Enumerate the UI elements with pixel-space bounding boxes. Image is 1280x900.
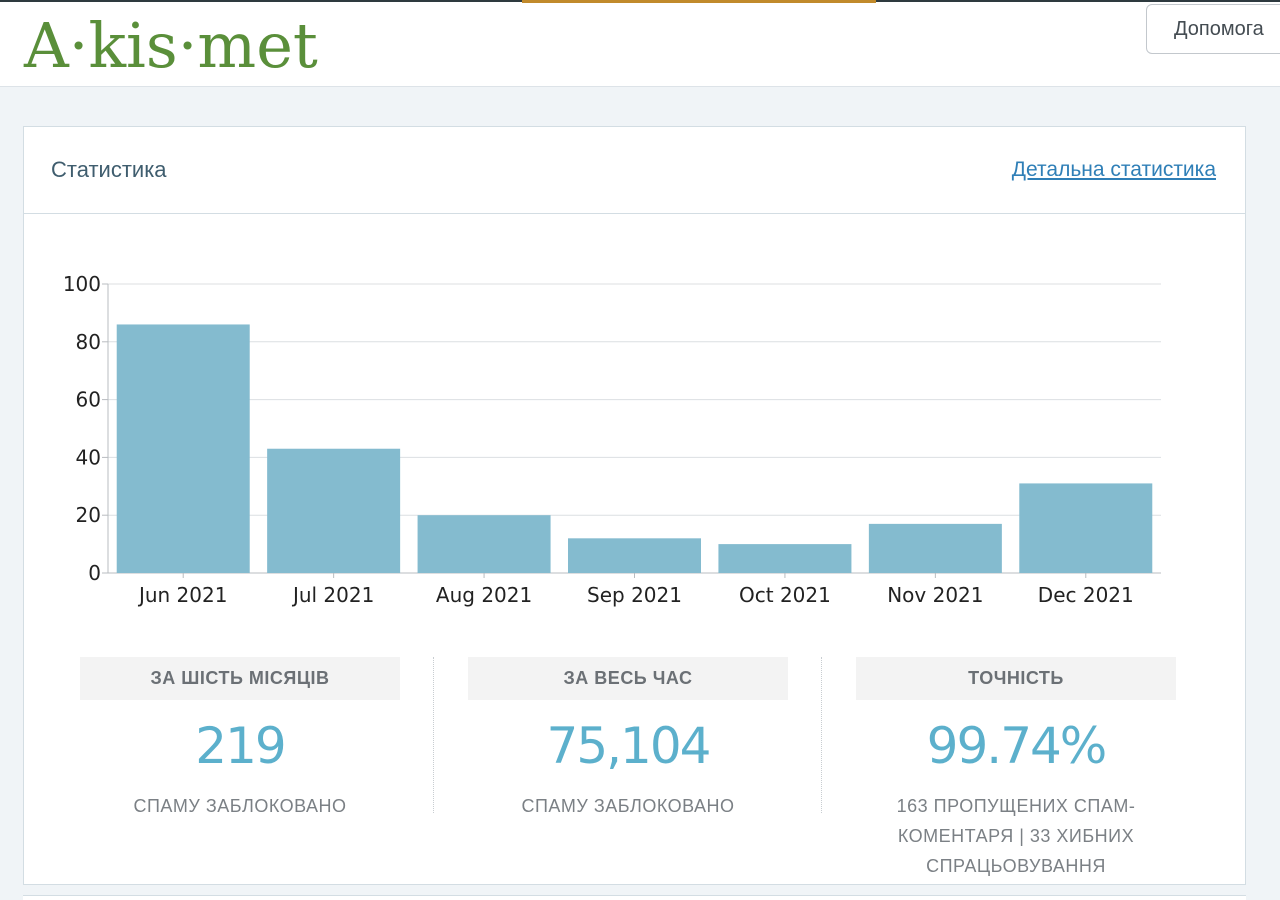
x-tick-label: Aug 2021 bbox=[436, 583, 532, 607]
x-tick-label: Nov 2021 bbox=[887, 583, 983, 607]
y-tick-label: 100 bbox=[63, 272, 101, 296]
y-tick-label: 20 bbox=[76, 503, 101, 527]
stat-value: 99.74% bbox=[926, 717, 1108, 775]
stats-card-header: Статистика Детальна статистика bbox=[24, 127, 1245, 214]
x-tick-label: Sep 2021 bbox=[587, 583, 682, 607]
detailed-stats-link[interactable]: Детальна статистика bbox=[1011, 158, 1216, 181]
bar bbox=[116, 324, 250, 573]
bar bbox=[718, 544, 852, 573]
bar bbox=[267, 448, 401, 573]
y-tick-label: 40 bbox=[76, 445, 101, 469]
stat-value: 219 bbox=[195, 717, 286, 775]
bar bbox=[1019, 483, 1153, 573]
stat-label: ЗА ШІСТЬ МІСЯЦІВ bbox=[80, 657, 400, 700]
akismet-logo[interactable]: A·kis·met bbox=[24, 9, 318, 82]
x-tick-label: Jul 2021 bbox=[291, 583, 374, 607]
stat-six-months: ЗА ШІСТЬ МІСЯЦІВ 219 СПАМУ ЗАБЛОКОВАНО bbox=[80, 657, 400, 821]
bar bbox=[868, 523, 1002, 573]
y-tick-label: 80 bbox=[76, 330, 101, 354]
stat-divider bbox=[433, 657, 434, 813]
help-button[interactable]: Допомога bbox=[1146, 4, 1280, 54]
stats-card: Статистика Детальна статистика 0 20 40 60 80… bbox=[23, 126, 1246, 885]
x-tick-label: Dec 2021 bbox=[1038, 583, 1134, 607]
stat-label: ТОЧНІСТЬ bbox=[856, 657, 1176, 700]
stat-all-time: ЗА ВЕСЬ ЧАС 75,104 СПАМУ ЗАБЛОКОВАНО bbox=[468, 657, 788, 821]
x-tick-label: Jun 2021 bbox=[137, 583, 228, 607]
stat-value: 75,104 bbox=[546, 717, 712, 775]
stat-label: ЗА ВЕСЬ ЧАС bbox=[468, 657, 788, 700]
y-tick-label: 60 bbox=[76, 388, 101, 412]
x-tick-label: Oct 2021 bbox=[739, 583, 831, 607]
header: A·kis·met Допомога bbox=[0, 0, 1280, 87]
card-title: Статистика bbox=[51, 157, 167, 182]
stat-accuracy: ТОЧНІСТЬ 99.74% 163 ПРОПУЩЕНИХ СПАМ-КОМЕ… bbox=[856, 657, 1176, 881]
spam-bar-chart: 0 20 40 60 80 100 Jun 2021 Jul 2021 Aug 2021 Sep … bbox=[63, 272, 1161, 607]
stat-subtitle: 163 ПРОПУЩЕНИХ СПАМ-КОМЕНТАРЯ | 33 ХИБНИ… bbox=[896, 796, 1136, 876]
next-card-edge bbox=[23, 895, 1246, 900]
stat-subtitle: СПАМУ ЗАБЛОКОВАНО bbox=[133, 796, 347, 816]
stat-divider bbox=[821, 657, 822, 813]
bar bbox=[417, 515, 551, 573]
stat-subtitle: СПАМУ ЗАБЛОКОВАНО bbox=[521, 796, 735, 816]
bar bbox=[568, 538, 701, 573]
header-accent-bar bbox=[522, 0, 876, 3]
y-tick-label: 0 bbox=[88, 561, 101, 585]
